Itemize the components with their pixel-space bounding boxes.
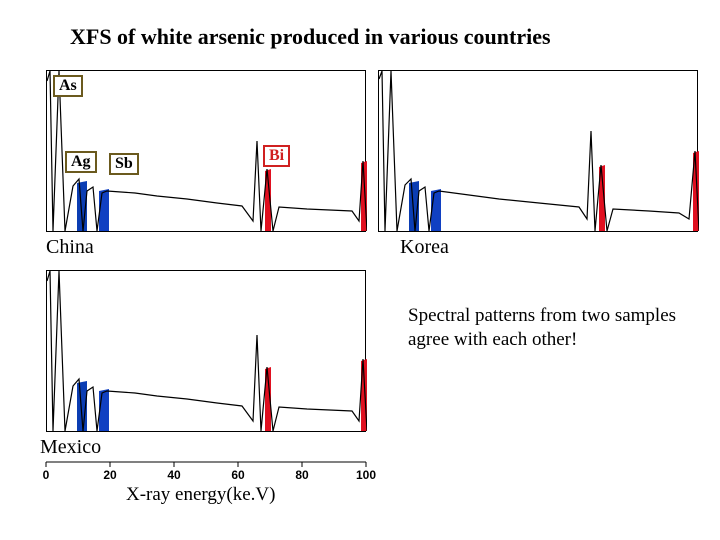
spectrum-panel-mexico [46,270,366,432]
svg-text:0: 0 [43,468,50,482]
spectrum-panel-china: As Ag Sb Bi [46,70,366,232]
caption-korea: Korea [400,236,449,259]
peak-label-bi: Bi [263,145,290,167]
caption-mexico: Mexico [40,436,101,459]
agreement-note: Spectral patterns from two samples agree… [408,304,688,352]
peak-label-ag: Ag [65,151,97,173]
x-axis: 0 20 40 60 80 100 [24,460,376,482]
caption-china: China [46,236,94,259]
peak-label-sb: Sb [109,153,139,175]
page-title: XFS of white arsenic produced in various… [70,24,551,50]
svg-text:80: 80 [295,468,309,482]
peak-label-as: As [53,75,83,97]
svg-text:40: 40 [167,468,181,482]
svg-text:60: 60 [231,468,245,482]
svg-text:100: 100 [356,468,376,482]
spectrum-panel-korea [378,70,698,232]
x-axis-label: X-ray energy(ke.V) [126,484,275,506]
svg-text:20: 20 [103,468,117,482]
